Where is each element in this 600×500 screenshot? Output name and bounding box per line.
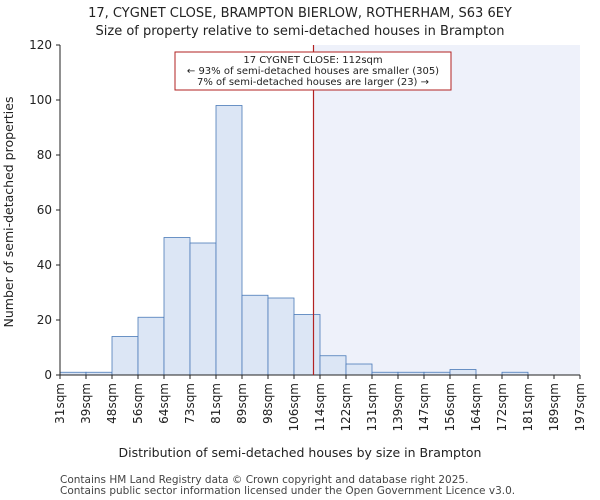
x-tick-label: 48sqm [105, 383, 119, 424]
y-tick-label: 40 [37, 258, 52, 272]
bar-56sqm [137, 316, 165, 376]
x-tick-label: 197sqm [573, 383, 587, 431]
x-tick-label: 172sqm [495, 383, 509, 431]
x-tick-label: 147sqm [417, 383, 431, 431]
bar-81sqm [215, 105, 243, 376]
bar-89sqm [241, 294, 269, 376]
x-tick-label: 181sqm [521, 383, 535, 431]
x-tick-label: 73sqm [183, 383, 197, 424]
bar-106sqm [293, 314, 321, 376]
x-tick-label: 89sqm [235, 383, 249, 424]
x-tick-label: 131sqm [365, 383, 379, 431]
x-tick-label: 139sqm [391, 383, 405, 431]
bar-48sqm [111, 336, 139, 376]
x-tick-label: 98sqm [261, 383, 275, 424]
annotation-line-2: ← 93% of semi-detached houses are smalle… [187, 66, 439, 77]
annotation-line-3: 7% of semi-detached houses are larger (2… [197, 77, 429, 88]
y-tick-label: 100 [29, 93, 52, 107]
bar-98sqm [267, 297, 295, 376]
y-tick-label: 60 [37, 203, 52, 217]
x-tick-label: 106sqm [287, 383, 301, 431]
x-tick-label: 164sqm [469, 383, 483, 431]
y-tick-label: 20 [37, 313, 52, 327]
bar-122sqm [345, 363, 373, 376]
x-tick-label: 114sqm [313, 383, 327, 431]
footer-line-2: Contains public sector information licen… [60, 485, 515, 497]
annotation-line-1: 17 CYGNET CLOSE: 112sqm [243, 55, 382, 66]
x-tick-label: 64sqm [157, 383, 171, 424]
annotation-box [174, 51, 452, 91]
footer-line-1: Contains HM Land Registry data © Crown c… [60, 474, 468, 486]
x-tick-label: 81sqm [209, 383, 223, 424]
x-tick-label: 31sqm [53, 383, 67, 424]
x-tick-label: 39sqm [79, 383, 93, 424]
bar-114sqm [319, 355, 347, 376]
bar-156sqm [449, 369, 477, 376]
y-axis-label: Number of semi-detached properties [1, 97, 16, 328]
y-tick-label: 80 [37, 148, 52, 162]
x-tick-label: 56sqm [131, 383, 145, 424]
bar-73sqm [189, 242, 217, 376]
x-axis-label: Distribution of semi-detached houses by … [119, 445, 482, 460]
chart-title: 17, CYGNET CLOSE, BRAMPTON BIERLOW, ROTH… [88, 6, 512, 21]
larger-region-shade [313, 45, 580, 375]
x-tick-label: 122sqm [339, 383, 353, 431]
x-tick-label: 156sqm [443, 383, 457, 431]
chart-subtitle: Size of property relative to semi-detach… [96, 24, 505, 39]
x-tick-label: 189sqm [547, 383, 561, 431]
y-tick-label: 120 [29, 38, 52, 52]
bar-64sqm [163, 237, 191, 376]
y-tick-label: 0 [44, 368, 52, 382]
